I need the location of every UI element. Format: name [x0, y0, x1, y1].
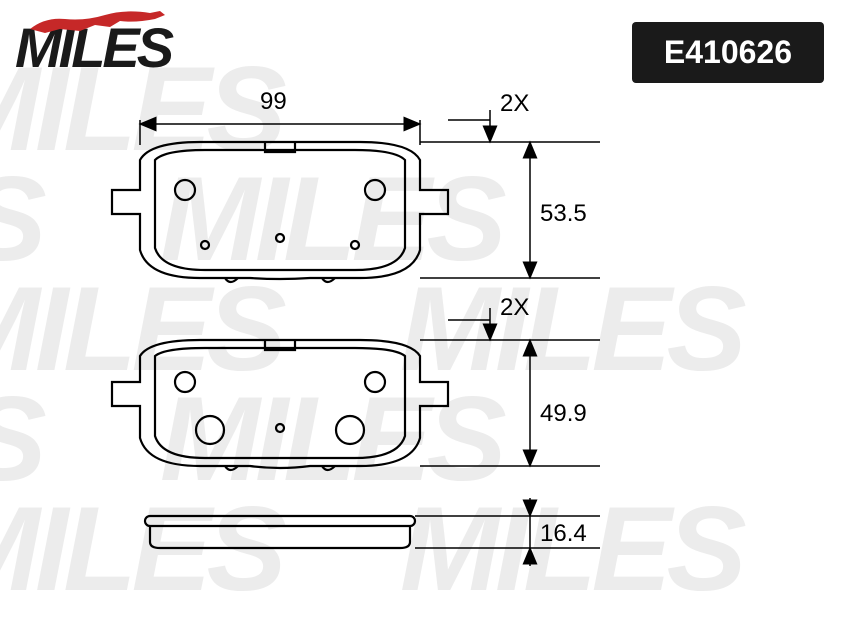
part-number-badge: E410626	[632, 22, 824, 83]
header: MILES E410626	[0, 10, 844, 90]
brake-pad-top	[112, 142, 448, 282]
logo-greyhound-icon	[25, 7, 185, 44]
dim-qty-top-label: 2X	[500, 90, 529, 118]
drawing-svg	[0, 80, 844, 593]
technical-drawing: 99 2X 53.5 2X 49.9 16.4	[0, 80, 844, 593]
brand-logo: MILES	[15, 15, 171, 80]
dim-height1-label: 53.5	[540, 200, 587, 228]
brake-pad-bottom	[112, 340, 448, 470]
dim-thickness-label: 16.4	[540, 520, 587, 548]
dim-width-label: 99	[260, 88, 287, 116]
dim-height2-label: 49.9	[540, 400, 587, 428]
dim-qty-mid-label: 2X	[500, 294, 529, 322]
brake-pad-side-view	[145, 516, 415, 548]
